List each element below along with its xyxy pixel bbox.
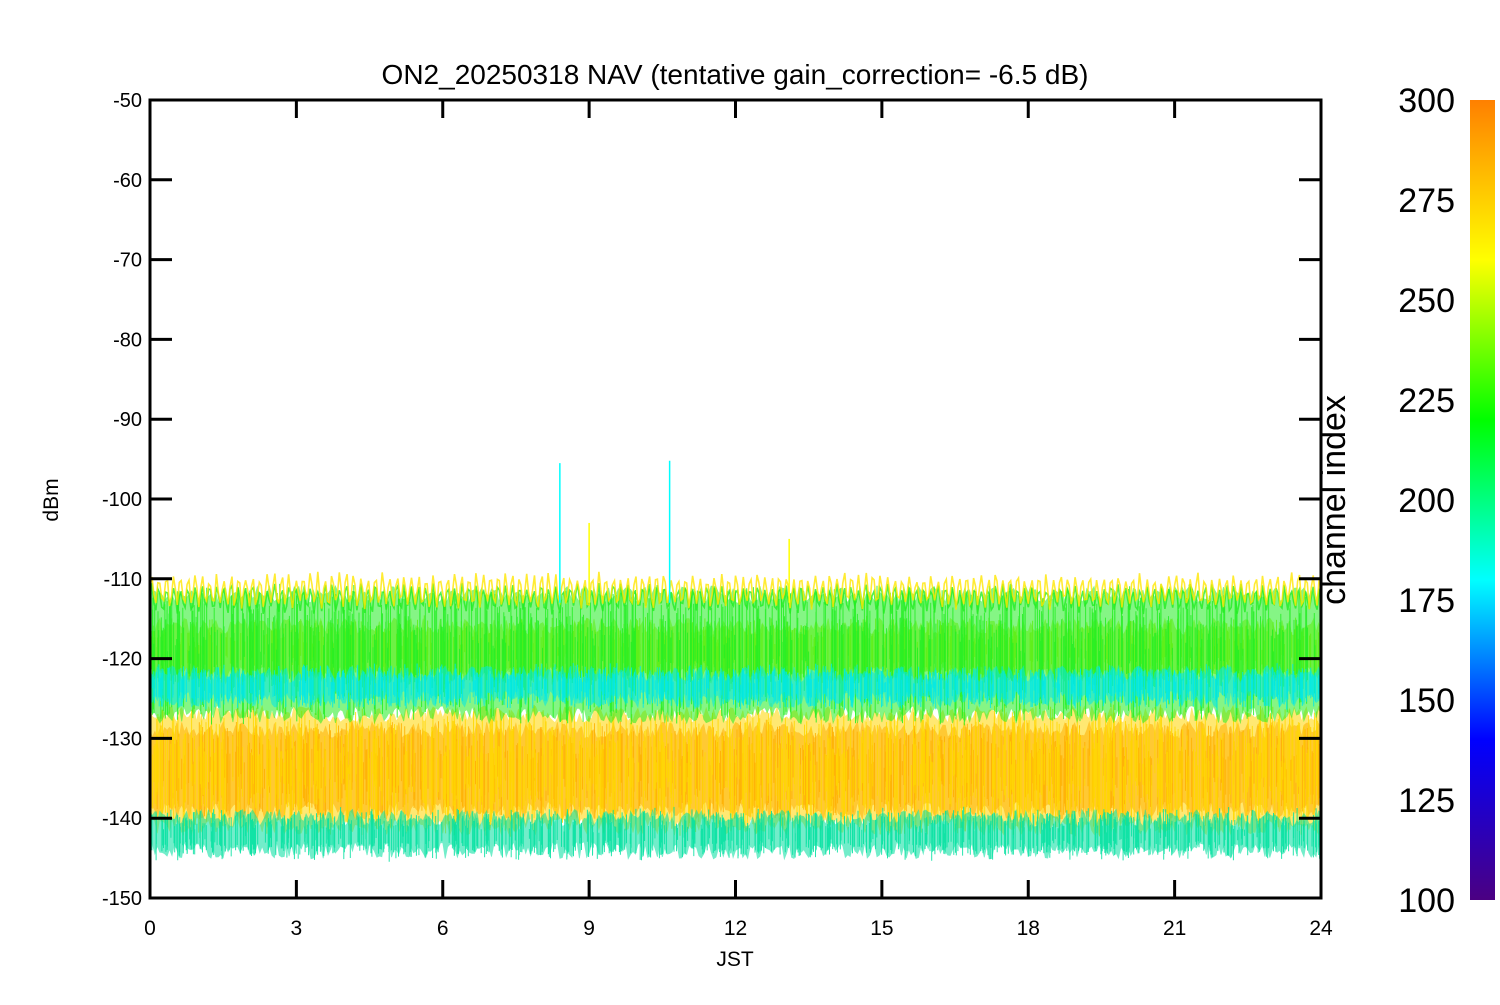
band-ch-270: [149, 703, 1322, 837]
y-tick-label: -120: [102, 649, 142, 671]
colorbar-label: channel index: [1315, 395, 1353, 605]
colorbar-tick-label: 225: [1398, 382, 1455, 420]
y-axis-label: dBm: [40, 478, 63, 521]
x-tick-label: 3: [291, 917, 303, 940]
x-tick-label: 12: [724, 917, 747, 940]
colorbar-tick-label: 100: [1398, 882, 1455, 920]
band-trace: [149, 583, 1321, 726]
x-tick-label: 21: [1163, 917, 1186, 940]
x-axis-label: JST: [716, 948, 754, 971]
x-tick-label: 18: [1017, 917, 1040, 940]
x-tick-label: 6: [437, 917, 449, 940]
colorbar-tick-label: 175: [1398, 582, 1455, 620]
y-tick-label: -130: [102, 728, 142, 750]
colorbar-tick-label: 200: [1398, 482, 1455, 520]
x-axis: 0 3 6 9 12 15 18 21 24: [144, 100, 1333, 940]
y-tick-label: -60: [113, 170, 142, 192]
colorbar-tick-label: 250: [1398, 282, 1455, 320]
y-tick-label: -100: [102, 489, 142, 511]
colorbar-tick-label: 275: [1398, 182, 1455, 220]
colorbar-tick-label: 125: [1398, 782, 1455, 820]
colorbar-tick-label: 150: [1398, 682, 1455, 720]
envelope-line: [149, 571, 1322, 610]
band-trace: [149, 663, 1321, 711]
y-tick-label: -90: [113, 409, 142, 431]
y-tick-label: -110: [103, 569, 142, 591]
y-axis: -50 -60 -70 -80 -90 -100 -110 -120 -130 -140 -150: [102, 90, 1321, 910]
y-tick-label: -140: [102, 808, 142, 830]
envelope-traces: [149, 571, 1322, 615]
chart-title: ON2_20250318 NAV (tentative gain_correct…: [382, 59, 1089, 90]
band-trace: [150, 703, 1322, 837]
plot-data: [149, 460, 1322, 862]
colorbar-tick-label: 300: [1398, 82, 1455, 120]
y-tick-label: -50: [113, 90, 142, 112]
y-tick-label: -70: [113, 250, 142, 272]
colorbar: 300 275 250 225 200 175 150 125 100 channel inde…: [1315, 82, 1495, 920]
x-tick-label: 0: [144, 917, 156, 940]
x-tick-label: 15: [870, 917, 893, 940]
y-tick-label: -80: [113, 329, 142, 351]
x-tick-label: 9: [583, 917, 595, 940]
y-tick-label: -150: [102, 888, 142, 910]
band-trace: [149, 806, 1321, 862]
colorbar-ticks: 300 275 250 225 200 175 150 125 100: [1398, 82, 1455, 920]
colorbar-gradient: [1470, 100, 1495, 900]
x-tick-label: 24: [1309, 917, 1333, 940]
